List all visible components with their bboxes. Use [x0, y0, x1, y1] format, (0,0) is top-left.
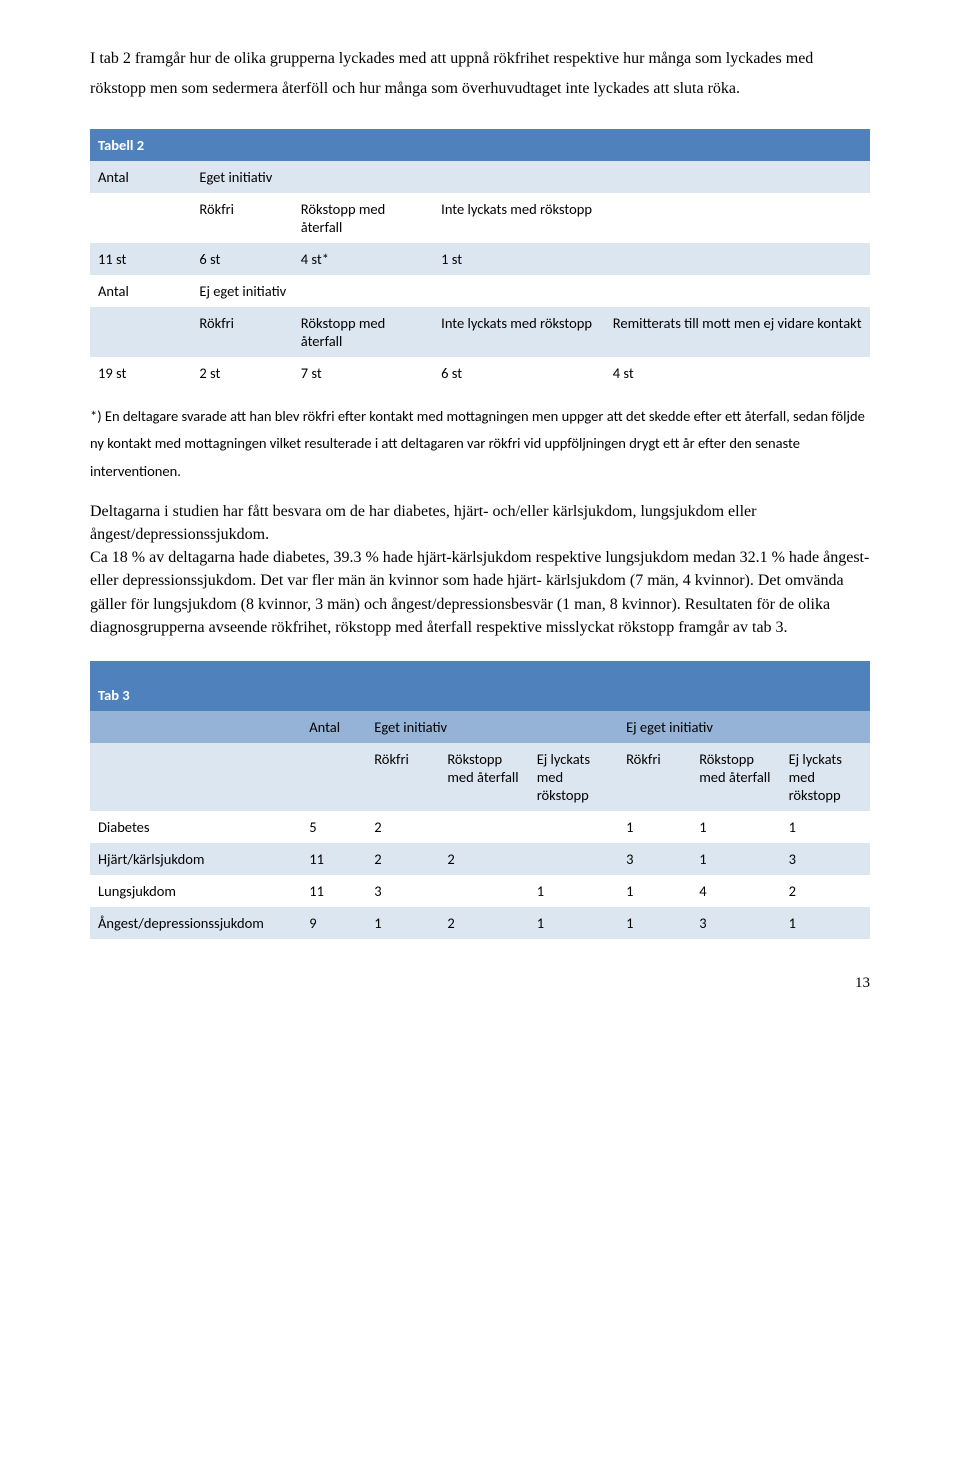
table-2: Tabell 2 Antal Eget initiativ Rökfri Rök…	[90, 129, 870, 389]
page-number: 13	[90, 975, 870, 992]
t3-r3-v0: 9	[301, 907, 366, 939]
t3-r1-v1: 2	[366, 843, 439, 875]
table2-r2-c1: 2 st	[191, 357, 292, 389]
t3-r2-v0: 11	[301, 875, 366, 907]
t3-h-rokfri-2: Rökfri	[618, 743, 691, 811]
table2-ej-eget: Ej eget initiativ	[191, 275, 604, 307]
t3-r1-v5: 1	[691, 843, 780, 875]
t3-h-rokfri-1: Rökfri	[366, 743, 439, 811]
t3-r2-v1: 3	[366, 875, 439, 907]
table2-col-rokfri-1: Rökfri	[191, 193, 292, 243]
table3-antal: Antal	[301, 711, 366, 743]
t3-r1-v6: 3	[781, 843, 870, 875]
table2-col-remit: Remitterats till mott men ej vidare kont…	[605, 307, 870, 357]
table2-col-rokfri-2: Rökfri	[191, 307, 292, 357]
intro-paragraph: I tab 2 framgår hur de olika grupperna l…	[90, 44, 870, 105]
table2-footnote: *) En deltagare svarade att han blev rök…	[90, 403, 870, 486]
t3-r2-name: Lungsjukdom	[90, 875, 301, 907]
table-row: Diabetes 5 2 1 1 1	[90, 811, 870, 843]
t3-r1-v0: 11	[301, 843, 366, 875]
table2-r1-c2: 4 st*	[293, 243, 433, 275]
t3-h-rokstopp-2: Rökstopp med återfall	[691, 743, 780, 811]
t3-r3-v2: 2	[439, 907, 528, 939]
table-3: Tab 3 Antal Eget initiativ Ej eget initi…	[90, 661, 870, 939]
table2-col-inte-1: Inte lyckats med rökstopp	[433, 193, 605, 243]
t3-r1-v4: 3	[618, 843, 691, 875]
t3-r1-v2: 2	[439, 843, 528, 875]
table2-r2-c3: 6 st	[433, 357, 605, 389]
body-paragraph: Deltagarna i studien har fått besvara om…	[90, 500, 870, 639]
t3-r0-v3	[529, 811, 618, 843]
table3-title: Tab 3	[90, 679, 301, 711]
t3-r2-v6: 2	[781, 875, 870, 907]
table3-ej-eget: Ej eget initiativ	[618, 711, 870, 743]
t3-r3-v1: 1	[366, 907, 439, 939]
table2-r1-c0: 11 st	[90, 243, 191, 275]
table-row: Hjärt/kärlsjukdom 11 2 2 3 1 3	[90, 843, 870, 875]
t3-r2-v4: 1	[618, 875, 691, 907]
t3-r3-name: Ångest/depressionssjukdom	[90, 907, 301, 939]
t3-r0-v4: 1	[618, 811, 691, 843]
table2-r2-c4: 4 st	[605, 357, 870, 389]
table2-col-inte-2: Inte lyckats med rökstopp	[433, 307, 605, 357]
t3-r0-name: Diabetes	[90, 811, 301, 843]
table2-col-rokstopp-2: Rökstopp med återfall	[293, 307, 433, 357]
t3-r3-v6: 1	[781, 907, 870, 939]
t3-r0-v0: 5	[301, 811, 366, 843]
table2-r1-c1: 6 st	[191, 243, 292, 275]
t3-r3-v3: 1	[529, 907, 618, 939]
table2-eget: Eget initiativ	[191, 161, 604, 193]
table-row: Ångest/depressionssjukdom 9 1 2 1 1 3 1	[90, 907, 870, 939]
t3-r2-v5: 4	[691, 875, 780, 907]
t3-r0-v5: 1	[691, 811, 780, 843]
table3-eget: Eget initiativ	[366, 711, 618, 743]
t3-h-ej-2: Ej lyckats med rökstopp	[781, 743, 870, 811]
table2-r1-c3: 1 st	[433, 243, 605, 275]
t3-h-rokstopp-1: Rökstopp med återfall	[439, 743, 528, 811]
t3-r1-v3	[529, 843, 618, 875]
table2-title: Tabell 2	[90, 129, 191, 161]
t3-r3-v5: 3	[691, 907, 780, 939]
table-row: Lungsjukdom 11 3 1 1 4 2	[90, 875, 870, 907]
t3-r0-v1: 2	[366, 811, 439, 843]
table2-r2-c2: 7 st	[293, 357, 433, 389]
t3-h-ej-1: Ej lyckats med rökstopp	[529, 743, 618, 811]
t3-r2-v3: 1	[529, 875, 618, 907]
table2-col-rokstopp-1: Rökstopp med återfall	[293, 193, 433, 243]
table2-antal-1: Antal	[90, 161, 191, 193]
t3-r3-v4: 1	[618, 907, 691, 939]
t3-r2-v2	[439, 875, 528, 907]
t3-r0-v2	[439, 811, 528, 843]
table2-antal-2: Antal	[90, 275, 191, 307]
t3-r1-name: Hjärt/kärlsjukdom	[90, 843, 301, 875]
table2-r2-c0: 19 st	[90, 357, 191, 389]
t3-r0-v6: 1	[781, 811, 870, 843]
